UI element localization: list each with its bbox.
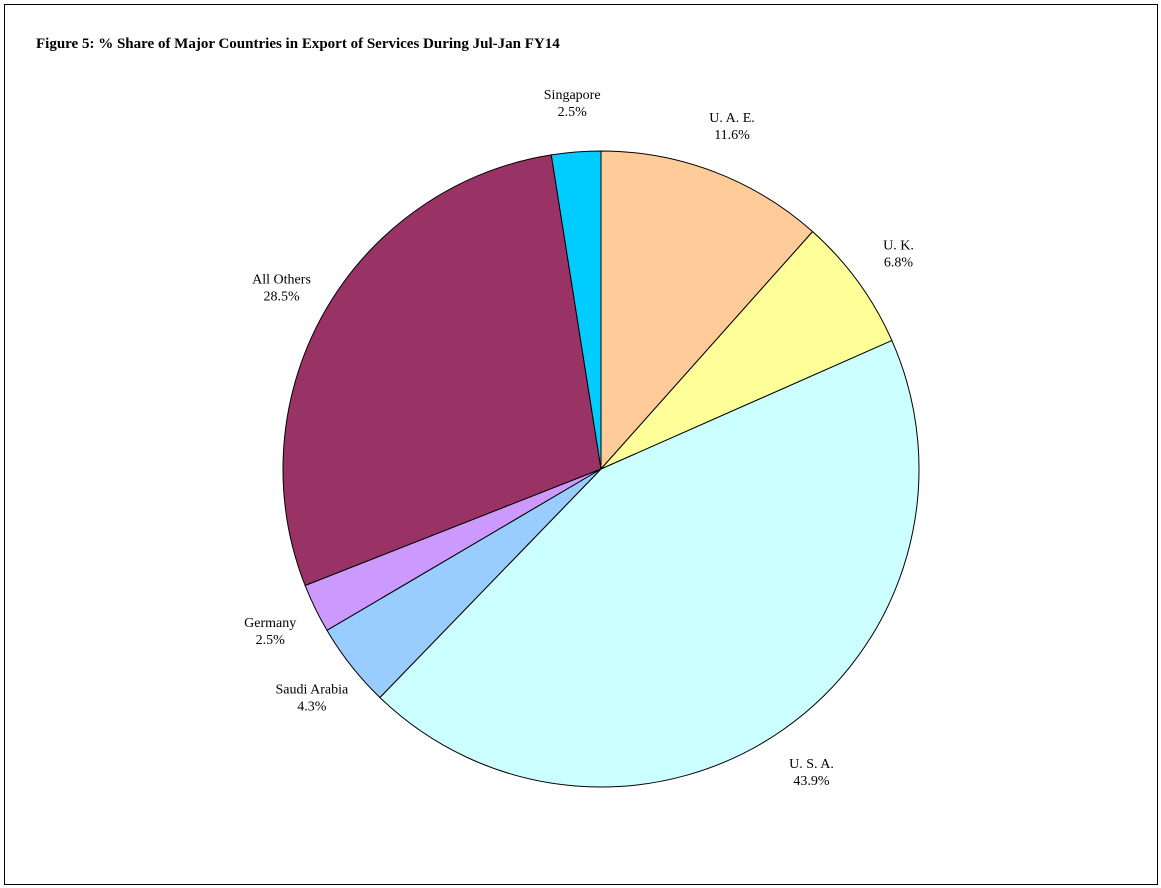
slice-value-label: 28.5% <box>263 289 300 304</box>
slice-value-label: 11.6% <box>714 128 750 143</box>
data-label-germany: Germany 2.5% <box>244 616 296 648</box>
pie-slice-u-k <box>600 230 893 470</box>
pie-slice-u-a-e <box>600 150 814 471</box>
data-label-u-a-e: U. A. E. 11.6% <box>709 111 755 143</box>
data-label-u-s-a: U. S. A. 43.9% <box>789 757 834 789</box>
slice-value-label: 6.8% <box>884 255 914 270</box>
slice-category-label: U. A. E. <box>709 111 755 126</box>
pie-slice-all-others <box>282 154 602 587</box>
slice-category-label: U. K. <box>883 238 914 253</box>
pie-slices <box>282 150 920 788</box>
slice-value-label: 2.5% <box>256 633 286 648</box>
data-label-all-others: All Others 28.5% <box>252 272 311 304</box>
pie-slice-singapore <box>550 150 602 470</box>
slice-category-label: Germany <box>244 616 296 631</box>
slice-category-label: U. S. A. <box>789 757 834 772</box>
pie-slice-u-s-a <box>379 339 920 788</box>
pie-labels: U. A. E. 11.6% U. K. 6.8% U. S. A. 43.9% Saudi… <box>244 88 914 789</box>
slice-value-label: 2.5% <box>558 105 588 120</box>
slice-category-label: Saudi Arabia <box>275 683 348 698</box>
slice-value-label: 4.3% <box>297 700 327 715</box>
slice-category-label: All Others <box>252 272 311 287</box>
slice-category-label: Singapore <box>544 88 601 103</box>
slice-value-label: 43.9% <box>793 774 830 789</box>
data-label-saudi-arabia: Saudi Arabia 4.3% <box>275 683 348 715</box>
chart-title: Figure 5: % Share of Major Countries in … <box>36 36 560 52</box>
data-label-singapore: Singapore 2.5% <box>544 88 601 120</box>
data-label-u-k: U. K. 6.8% <box>883 238 914 270</box>
